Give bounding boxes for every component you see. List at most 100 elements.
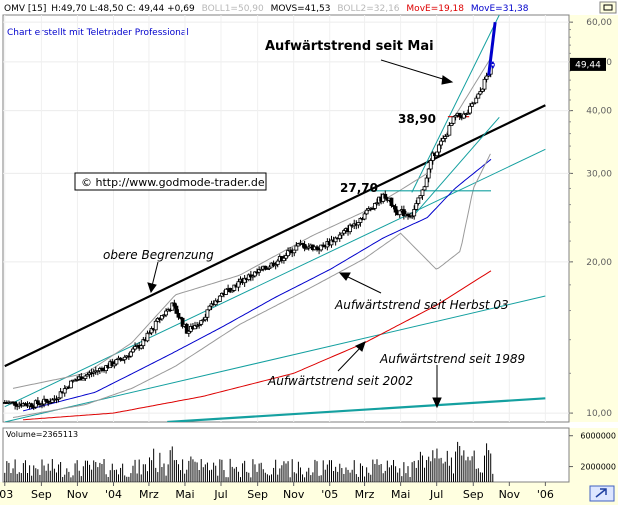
candle-body [91,371,96,374]
window-controls [599,1,617,14]
candle-body [174,305,179,314]
maximize-glyph [603,4,613,11]
candle-body [164,310,168,316]
candle-body [461,113,466,119]
candle-body [370,207,375,210]
zoom-tool-frame [589,485,615,502]
arrow-2002-head [355,341,366,352]
candle-body [315,246,319,250]
candle-body [397,210,402,216]
candle-body [414,203,419,210]
candle-body [162,314,166,317]
candle-body [178,316,183,319]
axis-layer: 60,0050,0040,0030,0020,0010,00'03SepNov'… [0,18,616,501]
x-tick-label: '04 [105,488,122,501]
x-tick-label: Nov [499,488,521,501]
candle-body [437,144,441,153]
candle-body [341,230,346,234]
arrow-mai-head [441,75,454,85]
candle-body [170,302,175,311]
candle-body [176,312,181,318]
candle-body [129,351,133,357]
candle-body [203,316,208,321]
x-tick-label: Sep [247,488,268,501]
candle-body [389,197,394,206]
zoom-tool-icon[interactable] [589,485,615,502]
candle-body [435,151,439,157]
last-price-label: 49,44 [575,60,601,70]
candle-body [232,284,237,291]
candle-body [62,388,67,394]
candle-body [428,160,433,170]
candle-body [40,403,44,406]
indicator-boll-lower [12,153,491,418]
candle-body [236,281,241,288]
candle-body [267,266,272,269]
x-tick-label: Mrz [355,488,375,501]
candle-body [362,213,367,220]
arrow-obere-head [147,282,157,294]
candle-body [114,359,119,365]
x-tick-label: Jul [429,488,443,501]
indicator-movs [22,158,492,412]
candle-body [149,328,154,334]
y-tick-label: 30,00 [586,169,612,179]
candle-body [139,345,144,349]
x-tick-label: Mai [391,488,410,501]
candle-body [217,295,222,302]
candle-body [147,332,152,335]
x-tick-label: Mrz [139,488,159,501]
trendline-aufw-rtstrend-seit-herbst-03 [4,148,546,408]
last-price-box [570,57,606,71]
header-boll2: BOLL2=32,16 [337,4,399,14]
indicator-move [23,270,492,421]
candle-body [304,247,309,250]
arrow-mai [380,59,447,81]
annotation-obere-begrenzung: obere Begrenzung [103,248,214,262]
candle-body [300,242,305,245]
candle-body [426,168,431,179]
candle-body [476,93,481,99]
x-tick-label: '05 [321,488,338,501]
candle-body [160,315,164,320]
candle-body [373,203,377,209]
maximize-icon[interactable] [599,1,617,14]
candle-body [364,209,369,215]
candle-body [29,403,34,408]
candle-body [391,205,396,207]
candle-body [319,244,324,251]
candle-body [406,213,410,217]
candle-body [286,250,290,257]
candle-body [197,323,202,326]
trendline-aufw-rtstrend-seit-1989 [167,397,546,422]
candle-body [333,237,338,243]
x-tick-label: '06 [537,488,554,501]
candle-body [155,318,160,322]
candle-body [420,189,425,197]
annotation-arrows [147,59,454,409]
candle-body [422,186,427,191]
candle-body [275,260,280,265]
volume-tick-label: 6000000 [580,432,616,441]
last-price-highlight [487,21,497,76]
arrow-2002 [337,346,362,372]
header-text: OMV [15] H:49,70 L:48,50 C: 49,44 +0,69 … [4,4,529,14]
candle-body [56,397,61,400]
candle-body [201,319,206,322]
price-axis-panel [569,15,618,422]
time-axis-panel [0,482,618,505]
candle-body [131,348,135,353]
x-tick-label: Sep [31,488,52,501]
candle-body [263,265,268,270]
header-symbol: OMV [15] [4,4,46,14]
candle-body [44,398,49,402]
candle-body [306,246,311,249]
y-tick-label: 40,00 [586,107,612,117]
y-tick-label: 10,00 [586,409,612,419]
candle-body [490,63,495,67]
annotation-herbst03: Aufwärtstrend seit Herbst 03 [334,298,509,312]
credit-text: Chart erstellt mit Teletrader Profession… [7,28,189,38]
